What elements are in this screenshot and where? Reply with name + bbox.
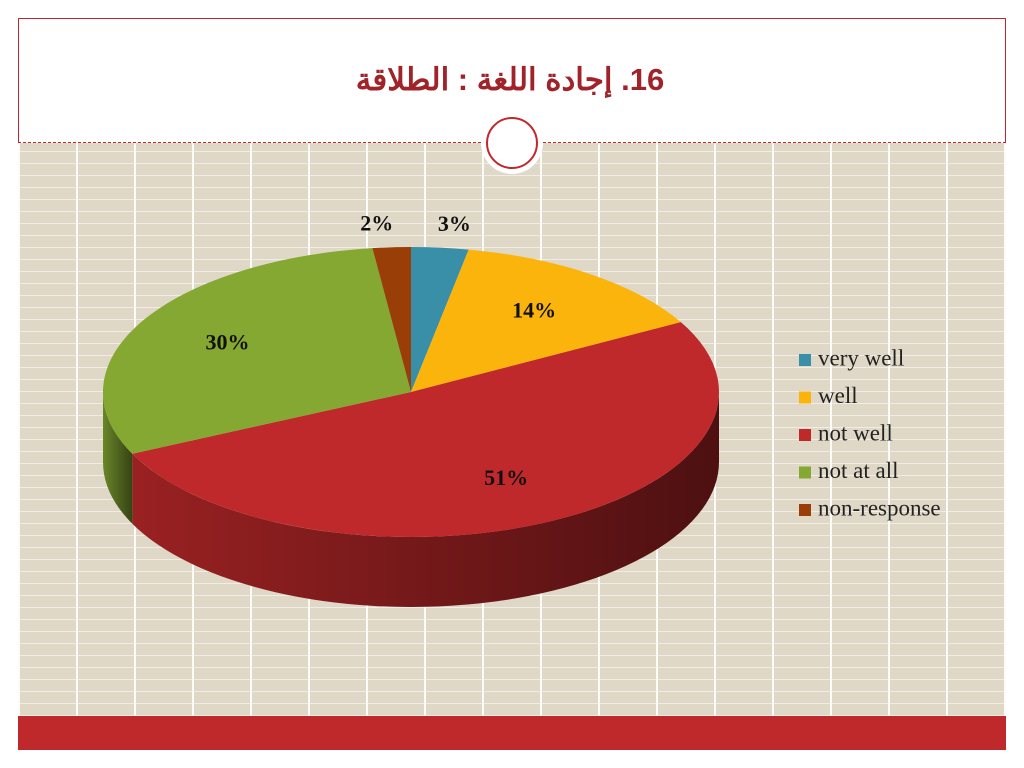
- legend-swatch: [799, 504, 811, 516]
- data-label: 51%: [484, 465, 528, 490]
- chart-title: 16. إجادة اللغة : الطلاقة: [356, 62, 664, 99]
- data-label: 3%: [438, 211, 471, 236]
- pie-side: [132, 392, 720, 607]
- data-label: 14%: [512, 297, 556, 322]
- legend-label: not at all: [818, 458, 898, 483]
- legend-label: very well: [818, 345, 904, 370]
- pie-slice: [411, 247, 469, 392]
- pie-slice: [411, 249, 681, 392]
- footer-bar: [18, 716, 1006, 750]
- legend-swatch: [799, 391, 811, 404]
- data-label: 2%: [360, 211, 393, 236]
- pie-slice: [102, 248, 412, 454]
- legend-label: non-response: [818, 495, 941, 520]
- pie-slice: [132, 322, 720, 538]
- pie-slice: [372, 247, 411, 392]
- legend-label: not well: [818, 420, 893, 445]
- data-label: 30%: [205, 330, 249, 355]
- pie-side: [103, 392, 133, 524]
- ornament-ring: [486, 117, 538, 169]
- legend-swatch: [799, 466, 811, 479]
- legend-swatch: [799, 354, 811, 366]
- legend-label: well: [818, 383, 858, 408]
- ornament: [481, 112, 543, 174]
- legend-swatch: [799, 429, 811, 441]
